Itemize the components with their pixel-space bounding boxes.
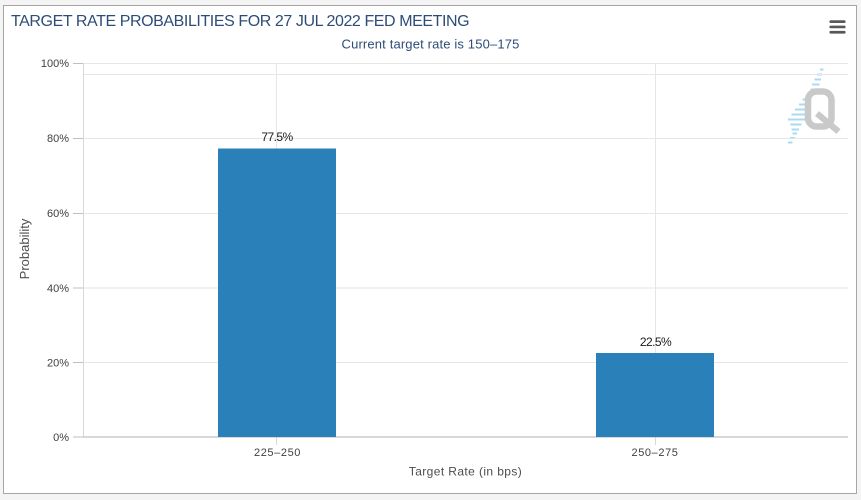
- svg-text:60%: 60%: [47, 208, 69, 220]
- svg-text:20%: 20%: [47, 358, 69, 370]
- svg-text:TARGET RATE PROBABILITIES FOR: TARGET RATE PROBABILITIES FOR 27 JUL 202…: [11, 13, 469, 30]
- svg-text:100%: 100%: [41, 58, 69, 70]
- svg-text:Current target rate is 150–175: Current target rate is 150–175: [342, 36, 520, 51]
- svg-text:225–250: 225–250: [254, 447, 301, 459]
- svg-text:Probability: Probability: [17, 218, 32, 279]
- svg-text:Target Rate (in bps): Target Rate (in bps): [409, 465, 522, 479]
- svg-text:77.5%: 77.5%: [261, 130, 293, 144]
- svg-text:40%: 40%: [47, 283, 69, 295]
- svg-text:80%: 80%: [47, 133, 69, 145]
- svg-text:0%: 0%: [53, 432, 69, 444]
- svg-text:250–275: 250–275: [631, 447, 678, 459]
- svg-text:22.5%: 22.5%: [640, 335, 672, 349]
